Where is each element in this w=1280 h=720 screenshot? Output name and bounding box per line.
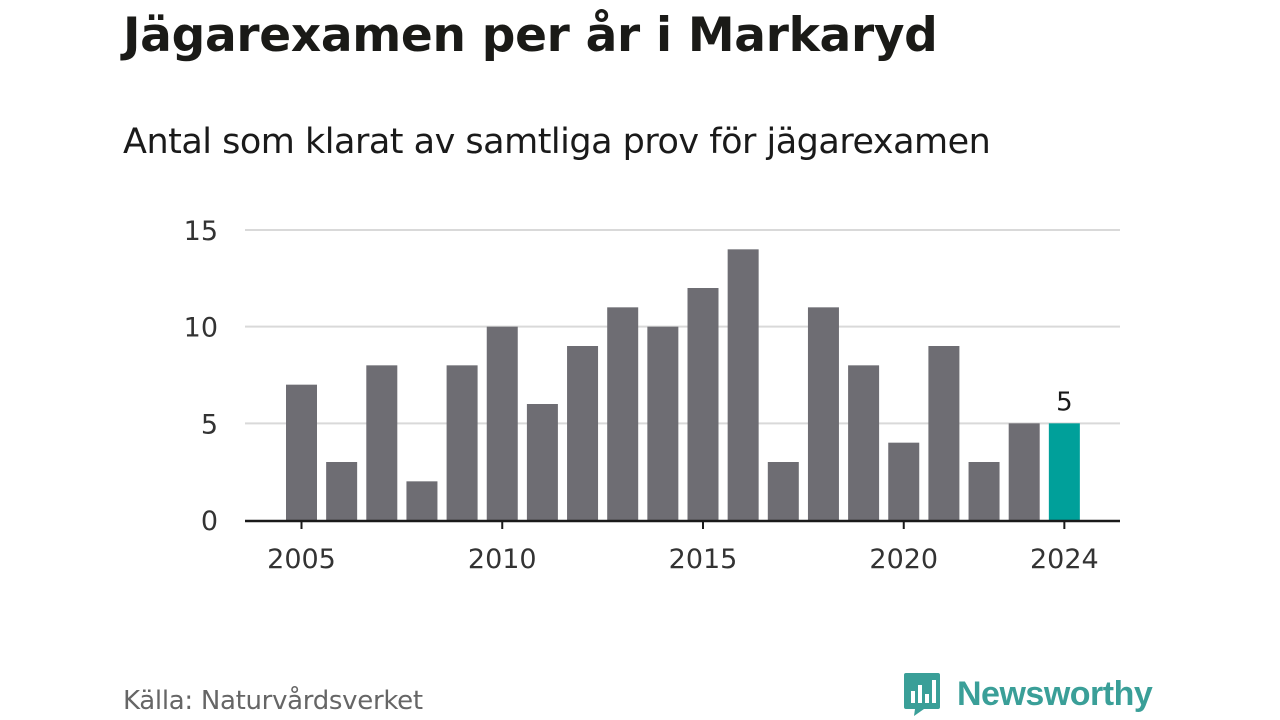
bar	[687, 288, 719, 520]
bar	[928, 346, 960, 520]
newsworthy-logo-icon	[904, 673, 940, 716]
brand: Newsworthy	[902, 670, 1153, 718]
bar	[848, 365, 880, 520]
bar-chart: 0 5 10 15 5 2005 2010 2015 2020 2024	[184, 216, 1120, 575]
data-label: 5	[1056, 387, 1073, 417]
brand-name: Newsworthy	[957, 674, 1153, 713]
y-tick-label: 15	[184, 216, 218, 247]
bar	[326, 462, 358, 520]
bar	[888, 442, 920, 520]
bars	[286, 249, 1080, 521]
bar	[767, 462, 799, 520]
bar	[366, 365, 398, 520]
source-note: Källa: Naturvårdsverket	[123, 686, 423, 716]
bar-highlight	[1048, 423, 1080, 520]
chart-subtitle: Antal som klarat av samtliga prov för jä…	[123, 122, 991, 162]
bar	[526, 404, 558, 520]
bar	[607, 307, 639, 520]
bar	[968, 462, 1000, 520]
bar	[727, 249, 759, 521]
x-tick-label: 2015	[669, 544, 738, 575]
bar	[807, 307, 839, 520]
x-tick-label: 2020	[869, 544, 938, 575]
bar	[567, 346, 599, 520]
x-tick-label: 2024	[1030, 544, 1099, 575]
bar	[446, 365, 478, 520]
x-tick-label: 2005	[267, 544, 336, 575]
x-tick-label: 2010	[468, 544, 537, 575]
y-tick-label: 5	[201, 409, 218, 440]
bar	[647, 326, 679, 520]
bar	[406, 481, 438, 520]
bar	[486, 326, 518, 520]
bar	[1008, 423, 1040, 520]
y-tick-label: 0	[201, 506, 218, 537]
chart-title: Jägarexamen per år i Markaryd	[123, 8, 938, 63]
bar	[286, 384, 317, 520]
y-tick-label: 10	[184, 313, 218, 344]
axes	[245, 519, 1120, 529]
tick-labels: 0 5 10 15 5 2005 2010 2015 2020 2024	[184, 216, 1099, 575]
